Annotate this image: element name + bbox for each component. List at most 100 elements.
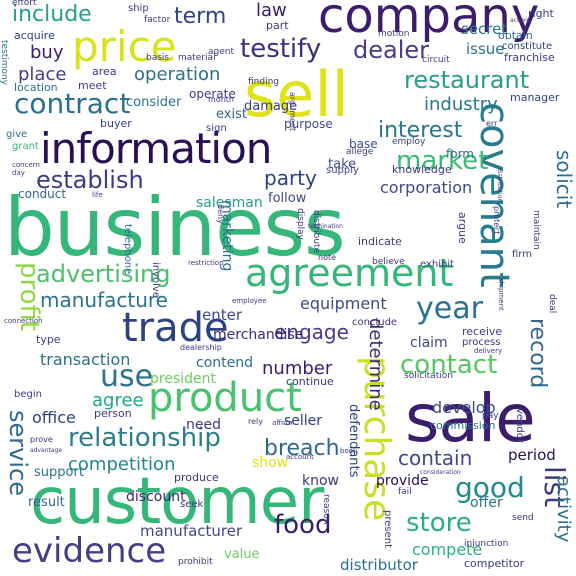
word-market: market	[396, 146, 489, 176]
word-life: life	[92, 191, 103, 199]
word-exist: exist	[216, 107, 247, 122]
word-obtain: obtain	[498, 29, 533, 42]
word-firm: firm	[512, 249, 532, 260]
word-evidence: evidence	[12, 531, 167, 571]
word-provide: provide	[376, 473, 429, 489]
word-note: note	[318, 253, 337, 262]
word-seller: seller	[284, 413, 323, 429]
word-issue: issue	[466, 40, 505, 58]
word-rely: rely	[248, 417, 263, 426]
word-conclude: conclude	[352, 317, 398, 328]
word-damage: damage	[244, 99, 298, 114]
word-connection: connection	[4, 317, 43, 325]
word-injunction: injunction	[464, 539, 509, 549]
word-restriction: restriction	[188, 259, 224, 267]
word-merchandise: merchandise	[213, 327, 304, 343]
word-salesman: salesman	[196, 195, 263, 211]
word-receive: receive	[462, 325, 503, 338]
word-give: give	[6, 129, 28, 140]
word-exhibit: exhibit	[420, 259, 455, 270]
word-franchise: franchise	[504, 51, 555, 64]
word-allege: allege	[346, 147, 374, 157]
word-contact: contact	[400, 350, 498, 380]
word-period: period	[508, 446, 556, 464]
word-deny: deny	[216, 204, 225, 224]
word-competitor: competitor	[464, 557, 525, 570]
word-compete: compete	[412, 540, 483, 559]
word-contract: contract	[14, 87, 131, 120]
word-defendants: defendants	[346, 404, 361, 478]
word-store: store	[406, 508, 472, 538]
word-year: year	[416, 291, 483, 326]
word-motion: motion	[378, 29, 410, 39]
word-continue: continue	[286, 375, 334, 388]
word-termination: termination	[308, 223, 343, 230]
word-good: good	[455, 471, 525, 504]
word-indicate: indicate	[358, 235, 402, 248]
word-food: food	[274, 510, 332, 540]
word-trade: trade	[122, 305, 229, 351]
word-type: type	[36, 333, 61, 346]
word-sale: sale	[405, 380, 536, 457]
word-maintain: maintain	[531, 210, 541, 250]
word-deal: deal	[547, 294, 557, 314]
word-activity: activity	[553, 476, 574, 543]
word-competition: competition	[68, 454, 176, 475]
word-effort: effort	[12, 0, 37, 8]
word-prohibit: prohibit	[178, 557, 213, 567]
word-transaction: transaction	[40, 350, 131, 369]
word-book: book	[340, 447, 358, 455]
word-record: record	[525, 318, 550, 389]
word-ship: ship	[128, 3, 149, 14]
word-accord: accord	[510, 17, 531, 24]
word-advantage: advantage	[30, 447, 63, 454]
word-err: err	[486, 119, 498, 128]
word-advertising: advertising	[36, 260, 171, 288]
word-shipment: shipment	[497, 278, 505, 311]
word-take: take	[328, 157, 357, 172]
word-argue: argue	[456, 212, 469, 244]
word-president: president	[150, 371, 216, 387]
word-need: need	[186, 417, 221, 433]
word-distributor: distributor	[340, 556, 418, 574]
word-testify: testify	[240, 34, 322, 64]
word-industry: industry	[424, 94, 498, 115]
word-circuit: circuit	[422, 55, 450, 65]
word-dealership: dealership	[180, 343, 222, 352]
word-value: value	[224, 547, 260, 562]
word-month: month	[208, 95, 234, 104]
word-meet: meet	[78, 79, 107, 92]
word-establish: establish	[36, 166, 144, 194]
word-corporation: corporation	[380, 178, 473, 197]
word-protect: protect	[492, 206, 501, 235]
word-present: present	[382, 510, 393, 549]
word-term: term	[174, 4, 227, 29]
word-use: use	[100, 359, 154, 394]
word-breach: breach	[264, 436, 340, 461]
word-determine: determine	[365, 318, 386, 411]
word-follow: follow	[268, 191, 307, 206]
word-display: display	[295, 208, 305, 240]
word-covenant: covenant	[471, 102, 517, 288]
word-information: information	[40, 124, 272, 173]
word-product: product	[148, 375, 302, 421]
word-interest: interest	[378, 118, 463, 143]
word-form: form	[446, 147, 474, 161]
word-operation: operation	[134, 64, 221, 85]
word-contend: contend	[196, 355, 253, 371]
word-process: process	[462, 337, 501, 348]
word-claim: claim	[410, 335, 448, 351]
word-vendor: vendor	[514, 408, 525, 443]
word-buyer: buyer	[100, 117, 132, 130]
word-solicitation: solicitation	[404, 371, 453, 381]
word-seek: seek	[180, 499, 204, 510]
word-discount: discount	[126, 489, 186, 505]
word-location: location	[14, 81, 58, 94]
word-concern: concern	[12, 161, 40, 169]
word-buy: buy	[30, 42, 64, 63]
word-knowledge: knowledge	[392, 163, 452, 176]
word-fail: fail	[398, 487, 412, 497]
word-customer: customer	[30, 465, 324, 539]
word-pay: pay	[482, 411, 499, 421]
word-manufacturer: manufacturer	[140, 522, 243, 540]
